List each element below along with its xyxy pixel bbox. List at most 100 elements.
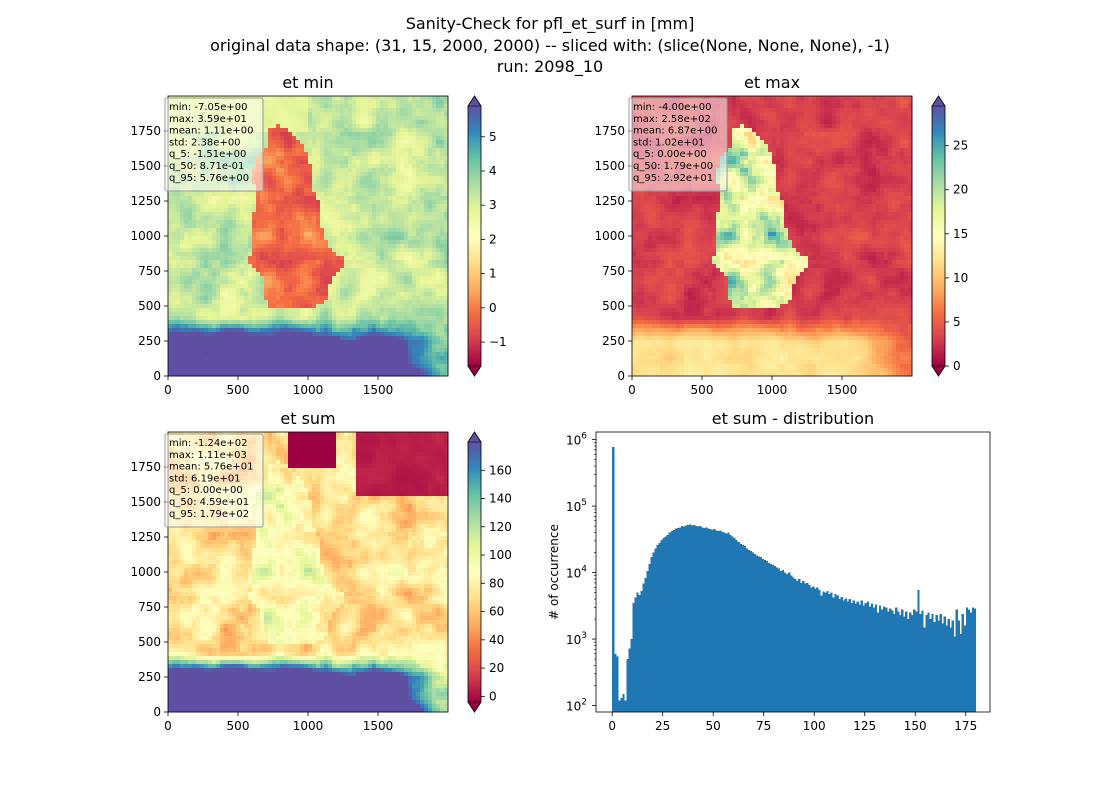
heatmap-cell (408, 360, 413, 365)
heatmap-cell (396, 248, 401, 253)
heatmap-cell (400, 108, 405, 113)
heatmap-cell (404, 260, 409, 265)
heatmap-cell (352, 236, 357, 241)
heatmap-cell (404, 372, 409, 377)
heatmap-cell (228, 228, 233, 233)
heatmap-cell (384, 148, 389, 153)
heatmap-cell (284, 184, 289, 189)
heatmap-cell (364, 356, 369, 361)
heatmap-cell (376, 184, 381, 189)
heatmap-cell (388, 104, 393, 109)
heatmap-cell (280, 192, 285, 197)
heatmap-cell (440, 356, 445, 361)
heatmap-cell (320, 264, 325, 269)
heatmap-cell (328, 208, 333, 213)
heatmap-cell (368, 292, 373, 297)
heatmap-cell (400, 356, 405, 361)
heatmap-cell (212, 216, 217, 221)
heatmap-cell (424, 232, 429, 237)
heatmap-cell (316, 168, 321, 173)
heatmap-cell (228, 216, 233, 221)
heatmap-cell (236, 356, 241, 361)
heatmap-cell (428, 184, 433, 189)
heatmap-cell (204, 276, 209, 281)
heatmap-cell (416, 196, 421, 201)
heatmap-cell (204, 272, 209, 277)
heatmap-cell (216, 364, 221, 369)
heatmap-cell (292, 100, 297, 105)
heatmap-cell (208, 236, 213, 241)
heatmap-cell (412, 120, 417, 125)
heatmap-cell (276, 324, 281, 329)
heatmap-cell (168, 216, 173, 221)
heatmap-cell (392, 300, 397, 305)
heatmap-cell (300, 340, 305, 345)
heatmap-cell (412, 356, 417, 361)
heatmap-cell (384, 312, 389, 317)
heatmap-cell (240, 328, 245, 333)
heatmap-cell (224, 368, 229, 373)
heatmap-cell (324, 124, 329, 129)
heatmap-cell (244, 244, 249, 249)
heatmap-cell (172, 320, 177, 325)
heatmap-cell (312, 204, 317, 209)
heatmap-cell (424, 176, 429, 181)
heatmap-cell (236, 332, 241, 337)
heatmap-cell (240, 300, 245, 305)
heatmap-cell (420, 224, 425, 229)
heatmap-cell (440, 220, 445, 225)
heatmap-cell (308, 228, 313, 233)
heatmap-cell (300, 212, 305, 217)
heatmap-cell (292, 236, 297, 241)
heatmap-cell (224, 372, 229, 377)
heatmap-cell (392, 216, 397, 221)
heatmap-cell (384, 336, 389, 341)
heatmap-cell (344, 328, 349, 333)
heatmap-cell (276, 344, 281, 349)
heatmap-cell (396, 312, 401, 317)
heatmap-cell (176, 340, 181, 345)
heatmap-cell (312, 224, 317, 229)
heatmap-cell (424, 164, 429, 169)
heatmap-cell (364, 200, 369, 205)
heatmap-cell (280, 324, 285, 329)
heatmap-cell (356, 132, 361, 137)
heatmap-cell (184, 332, 189, 337)
heatmap-cell (312, 160, 317, 165)
heatmap-cell (212, 348, 217, 353)
heatmap-cell (196, 212, 201, 217)
heatmap-cell (304, 320, 309, 325)
heatmap-cell (304, 192, 309, 197)
heatmap-cell (312, 128, 317, 133)
heatmap-cell (376, 360, 381, 365)
heatmap-cell (200, 224, 205, 229)
heatmap-cell (420, 312, 425, 317)
heatmap-cell (288, 300, 293, 305)
heatmap-cell (412, 312, 417, 317)
heatmap-cell (224, 264, 229, 269)
heatmap-cell (196, 276, 201, 281)
heatmap-cell (196, 192, 201, 197)
heatmap-cell (380, 220, 385, 225)
heatmap-cell (384, 264, 389, 269)
heatmap-cell (324, 324, 329, 329)
heatmap-cell (348, 232, 353, 237)
heatmap-cell (260, 372, 265, 377)
heatmap-cell (200, 360, 205, 365)
heatmap-cell (316, 236, 321, 241)
heatmap-cell (216, 316, 221, 321)
heatmap-cell (340, 176, 345, 181)
heatmap-cell (356, 340, 361, 345)
heatmap-cell (256, 288, 261, 293)
heatmap-cell (180, 268, 185, 273)
heatmap-cell (436, 288, 441, 293)
heatmap-cell (264, 232, 269, 237)
heatmap-cell (308, 268, 313, 273)
heatmap-cell (216, 368, 221, 373)
heatmap-cell (228, 320, 233, 325)
heatmap-cell (228, 236, 233, 241)
heatmap-cell (292, 276, 297, 281)
heatmap-cell (304, 160, 309, 165)
heatmap-cell (416, 308, 421, 313)
heatmap-cell (416, 164, 421, 169)
